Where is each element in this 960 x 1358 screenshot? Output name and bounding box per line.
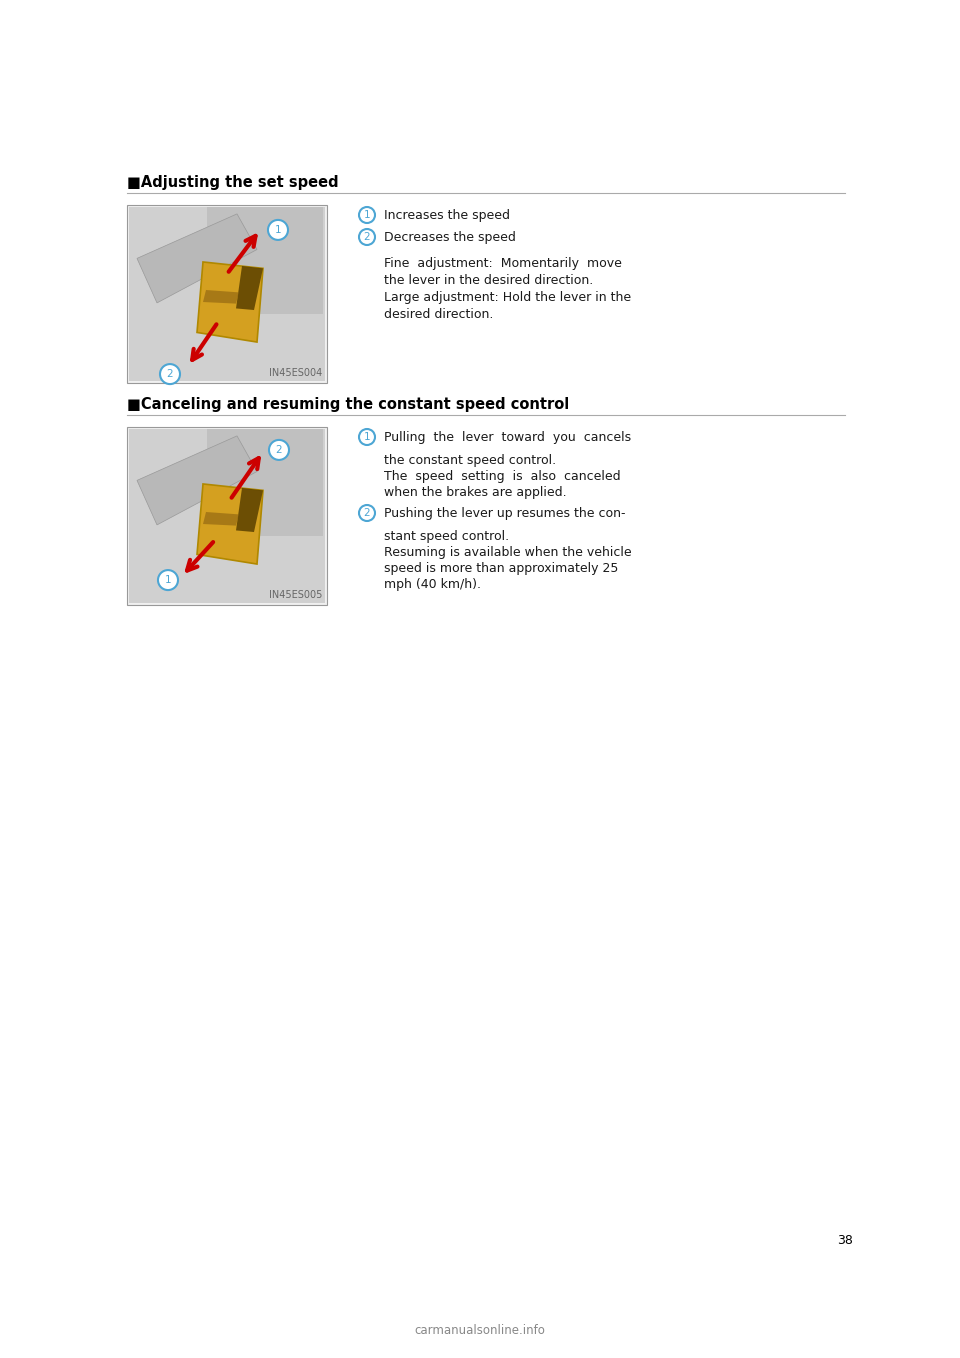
Polygon shape xyxy=(197,483,263,564)
Text: 2: 2 xyxy=(364,508,371,517)
Text: Decreases the speed: Decreases the speed xyxy=(384,231,516,243)
Text: the constant speed control.: the constant speed control. xyxy=(384,454,556,467)
Text: 1: 1 xyxy=(364,210,371,220)
Circle shape xyxy=(268,220,288,240)
Circle shape xyxy=(359,505,375,521)
Bar xyxy=(129,429,325,603)
Circle shape xyxy=(158,570,178,591)
Text: IN45ES004: IN45ES004 xyxy=(269,368,322,378)
Text: Increases the speed: Increases the speed xyxy=(384,209,510,221)
Text: 2: 2 xyxy=(167,369,174,379)
Circle shape xyxy=(160,364,180,384)
Bar xyxy=(207,206,323,314)
Text: 1: 1 xyxy=(165,574,171,585)
Circle shape xyxy=(269,440,289,460)
Polygon shape xyxy=(137,436,257,526)
Polygon shape xyxy=(197,262,263,342)
Text: Large adjustment: Hold the lever in the: Large adjustment: Hold the lever in the xyxy=(384,291,631,304)
Polygon shape xyxy=(137,215,257,303)
Text: when the brakes are applied.: when the brakes are applied. xyxy=(384,486,566,498)
Bar xyxy=(127,426,327,606)
Bar xyxy=(207,429,323,536)
Text: Pushing the lever up resumes the con-: Pushing the lever up resumes the con- xyxy=(384,507,626,520)
Text: Pulling  the  lever  toward  you  cancels: Pulling the lever toward you cancels xyxy=(384,430,631,444)
Text: The  speed  setting  is  also  canceled: The speed setting is also canceled xyxy=(384,470,620,483)
Polygon shape xyxy=(236,266,263,310)
Text: 1: 1 xyxy=(275,225,281,235)
Text: carmanualsonline.info: carmanualsonline.info xyxy=(415,1324,545,1336)
Circle shape xyxy=(359,429,375,445)
Text: the lever in the desired direction.: the lever in the desired direction. xyxy=(384,274,593,287)
Text: 1: 1 xyxy=(364,432,371,441)
Text: 2: 2 xyxy=(276,445,282,455)
Polygon shape xyxy=(203,512,239,526)
Polygon shape xyxy=(203,291,239,304)
Text: ■Adjusting the set speed: ■Adjusting the set speed xyxy=(127,175,339,190)
Text: 2: 2 xyxy=(364,232,371,242)
Text: IN45ES005: IN45ES005 xyxy=(269,589,322,600)
Bar xyxy=(127,205,327,383)
Polygon shape xyxy=(236,488,263,532)
Text: ■Canceling and resuming the constant speed control: ■Canceling and resuming the constant spe… xyxy=(127,397,569,411)
Text: Fine  adjustment:  Momentarily  move: Fine adjustment: Momentarily move xyxy=(384,257,622,270)
Text: speed is more than approximately 25: speed is more than approximately 25 xyxy=(384,562,618,574)
Text: mph (40 km/h).: mph (40 km/h). xyxy=(384,579,481,591)
Bar xyxy=(129,206,325,382)
Text: Resuming is available when the vehicle: Resuming is available when the vehicle xyxy=(384,546,632,559)
Text: desired direction.: desired direction. xyxy=(384,308,493,320)
Circle shape xyxy=(359,230,375,244)
Text: stant speed control.: stant speed control. xyxy=(384,530,509,543)
Text: 38: 38 xyxy=(837,1233,852,1247)
Circle shape xyxy=(359,206,375,223)
